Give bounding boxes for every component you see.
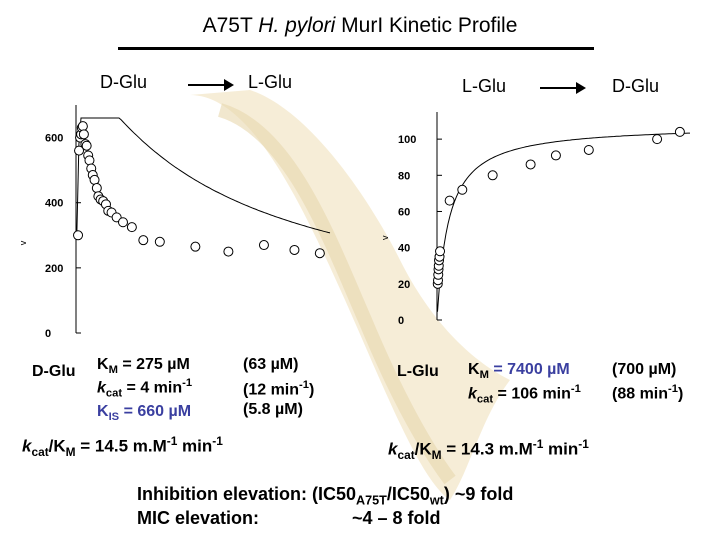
chart-right-data-point [674,126,685,137]
chart-right-ytick-label: 60 [398,206,410,218]
chart-right-data-point [652,134,663,145]
left-kis-line: KIS = 660 µM [97,403,192,424]
left-efficiency: kcat/KM = 14.5 m.M-1 min-1 [22,434,223,460]
title-suffix: MurI Kinetic Profile [335,14,518,37]
chart-left-fit-curve [76,117,331,236]
chart-right-fit-curve [437,132,690,312]
chart-left-data-point [73,230,84,241]
chart-left-ytick-label: 400 [45,198,63,210]
inhibition-elevation: Inhibition elevation: (IC50A75T/IC50wt) … [137,484,514,508]
chart-left-data-point [84,155,95,166]
chart-right-ytick-label: 80 [398,170,410,182]
chart-right-ytick-label: 100 [398,134,416,146]
right-km-line: KM = 7400 µM [468,361,570,382]
chart-right-ytick-label: 0 [398,315,404,327]
left-reaction-from: D-Glu [100,72,148,92]
left-reaction-to: L-Glu [248,72,293,92]
chart-right-data-point [550,150,561,161]
left-wt-kis: (5.8 µM) [243,401,303,418]
chart-left-data-point [91,183,102,194]
left-wt-kcat: (12 min-1) [243,379,315,399]
chart-left-data-point [74,145,85,156]
right-substrate-label: L-Glu [397,363,439,380]
chart-left-data-point [117,217,128,228]
chart-left-data-point [78,129,89,140]
left-wt-km: (63 µM) [243,356,299,373]
title-underline [118,47,594,50]
right-reaction-from: L-Glu [462,76,507,96]
right-wt-kcat: (88 min-1) [612,383,684,403]
chart-left-data-point [258,240,269,251]
chart-left-data-point [314,248,325,259]
chart-left-data-point [223,246,234,257]
chart-right-data-point [583,144,594,155]
chart-right-ytick-label: 40 [398,243,410,255]
chart-left-data-point [89,174,100,185]
right-reaction-to: D-Glu [612,76,660,96]
title-species: H. pylori [258,14,336,37]
title-prefix: A75T [202,14,259,37]
chart-right-data-point [457,184,468,195]
left-substrate-label: D-Glu [32,363,76,380]
chart-right-y-label: v [380,235,390,240]
page-title: A75T H. pylori MurI Kinetic Profile [0,14,720,38]
chart-left-ytick-label: 200 [45,263,63,275]
chart-left-data-point [138,235,149,246]
chart-right-data-point [444,195,455,206]
right-wt-km: (700 µM) [612,361,677,378]
chart-right-ytick-label: 20 [398,279,410,291]
left-kcat-line: kcat = 4 min-1 [97,377,193,400]
chart-left-ytick-label: 0 [45,328,51,340]
chart-right-data-point [525,159,536,170]
left-reaction-arrow [188,79,234,91]
chart-left-data-point [154,236,165,247]
chart-left-ytick-label: 600 [45,133,63,145]
left-km-line: KM = 275 µM [97,356,190,377]
chart-left-data-point [77,121,88,132]
chart-left-data-point [289,244,300,255]
right-efficiency: kcat/KM = 14.3 m.M-1 min-1 [388,437,589,463]
chart-right-data-point [435,246,446,257]
chart-right-data-point [487,170,498,181]
right-kcat-line: kcat = 106 min-1 [468,383,581,406]
chart-left-data-point [126,222,137,233]
mic-elevation-value: ~4 – 8 fold [352,508,441,528]
chart-left-data-point [190,241,201,252]
chart-left-data-point [81,140,92,151]
chart-left-y-label: v [18,240,28,245]
right-reaction-arrow [540,82,586,94]
mic-elevation-label: MIC elevation: [137,508,260,528]
